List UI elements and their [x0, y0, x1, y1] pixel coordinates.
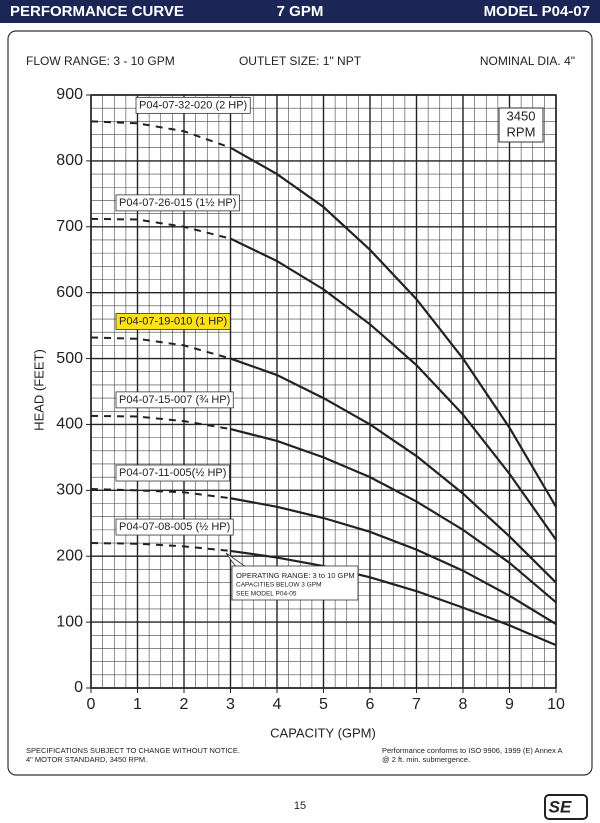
x-tick-label: 1 [133, 696, 142, 713]
y-tick-label: 700 [56, 218, 83, 235]
y-tick-label: 900 [56, 86, 83, 103]
footer-note: 4" MOTOR STANDARD, 3450 RPM. [26, 755, 147, 764]
series-line [230, 357, 557, 584]
y-tick-label: 500 [56, 350, 83, 367]
footer-note: Performance conforms to ISO 9906, 1999 (… [382, 746, 563, 755]
series-label-box [115, 518, 234, 536]
series-line [229, 146, 557, 508]
series-line [230, 549, 557, 647]
spec: OUTLET SIZE: 1" NPT [239, 54, 362, 68]
y-tick-label: 100 [56, 613, 83, 630]
y-tick-label: 800 [56, 152, 83, 169]
spec: FLOW RANGE: 3 - 10 GPM [26, 54, 175, 68]
series-line-dashed [90, 120, 231, 149]
x-tick-label: 3 [226, 696, 235, 713]
y-tick-label: 200 [56, 547, 83, 564]
series-line-dashed [90, 336, 231, 360]
annotation-pointer [225, 552, 247, 568]
x-tick-label: 0 [87, 696, 96, 713]
series-label-box [115, 194, 240, 212]
series-line [230, 427, 557, 604]
y-tick-label: 600 [56, 284, 83, 301]
x-tick-label: 9 [505, 696, 514, 713]
footer-note: SPECIFICATIONS SUBJECT TO CHANGE WITHOUT… [26, 746, 240, 755]
x-tick-label: 8 [459, 696, 468, 713]
x-axis-label: CAPACITY (GPM) [270, 725, 376, 740]
frame [7, 30, 593, 776]
logo-box [544, 794, 588, 820]
series-line [230, 497, 557, 626]
x-tick-label: 6 [366, 696, 375, 713]
y-tick-label: 0 [74, 679, 83, 696]
header-flow: 7 GPM [277, 3, 324, 20]
series-label: P04-07-11-005(½ HP) [119, 467, 226, 479]
annotation-text: CAPACITIES BELOW 3 GPM [236, 582, 321, 589]
annotation-text: SEE MODEL P04-05 [236, 591, 297, 598]
series-line [230, 237, 557, 541]
x-tick-label: 2 [180, 696, 189, 713]
y-tick-label: 400 [56, 416, 83, 433]
header-title: PERFORMANCE CURVE [10, 3, 184, 20]
series-label: P04-07-32-020 (2 HP) [139, 99, 247, 111]
x-tick-label: 7 [412, 696, 421, 713]
series-label-box [135, 96, 251, 114]
rpm-label: 3450 [507, 108, 536, 123]
series-line-dashed [90, 488, 231, 500]
rpm-label: RPM [507, 124, 536, 139]
logo: SE [549, 797, 572, 816]
y-tick-label: 300 [56, 482, 83, 499]
annotation-text: OPERATING RANGE: 3 to 10 GPM [236, 571, 355, 580]
series-label: P04-07-26-015 (1½ HP) [119, 197, 236, 209]
x-tick-label: 10 [547, 696, 565, 713]
series-line-dashed [90, 542, 231, 552]
y-axis-label: HEAD (FEET) [31, 349, 46, 431]
header-model: MODEL P04-07 [484, 3, 590, 20]
series-label-box [115, 391, 234, 409]
series-label-box [115, 313, 231, 330]
page-number: 15 [294, 800, 306, 812]
series-label: P04-07-15-007 (¾ HP) [119, 394, 230, 406]
spec: NOMINAL DIA. 4" [480, 54, 575, 68]
series-label-box [115, 464, 230, 482]
footer-note: @ 2 ft. min. submergence. [382, 755, 470, 764]
header-bar [0, 0, 600, 23]
series-label: P04-07-19-010 (1 HP) [119, 315, 227, 327]
series-line-dashed [90, 217, 231, 240]
annotation-box [231, 565, 359, 601]
series-line-dashed [90, 414, 231, 431]
series-label: P04-07-08-005 (½ HP) [119, 521, 230, 533]
x-tick-label: 5 [319, 696, 328, 713]
rpm-box [498, 107, 544, 143]
x-tick-label: 4 [273, 696, 282, 713]
